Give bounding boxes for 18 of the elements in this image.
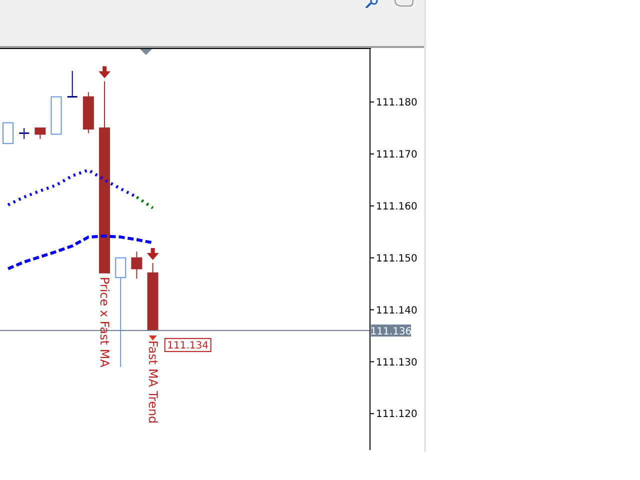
- annotation: 111.134: [167, 340, 209, 352]
- candlestick: [34, 127, 46, 140]
- candlestick: [19, 127, 30, 140]
- candlestick: [115, 257, 126, 368]
- line-series: [6, 234, 154, 270]
- y-tick-label: 111.130: [376, 357, 418, 368]
- annotation: Fast MA Trend: [146, 340, 160, 424]
- y-tick-label: 111.150: [376, 253, 418, 264]
- ref-line-label: 111.136: [370, 326, 412, 338]
- y-tick-label: 111.140: [376, 305, 418, 316]
- candlestick: [2, 122, 14, 144]
- y-tick-label: 111.120: [376, 409, 418, 420]
- y-tick-label: 111.180: [376, 98, 418, 109]
- y-tick-label: 111.170: [376, 150, 418, 161]
- candlestick: [67, 70, 78, 98]
- candlestick: [131, 251, 142, 280]
- annotation: Price x Fast MA: [98, 276, 112, 368]
- y-tick-label: 111.160: [376, 201, 418, 212]
